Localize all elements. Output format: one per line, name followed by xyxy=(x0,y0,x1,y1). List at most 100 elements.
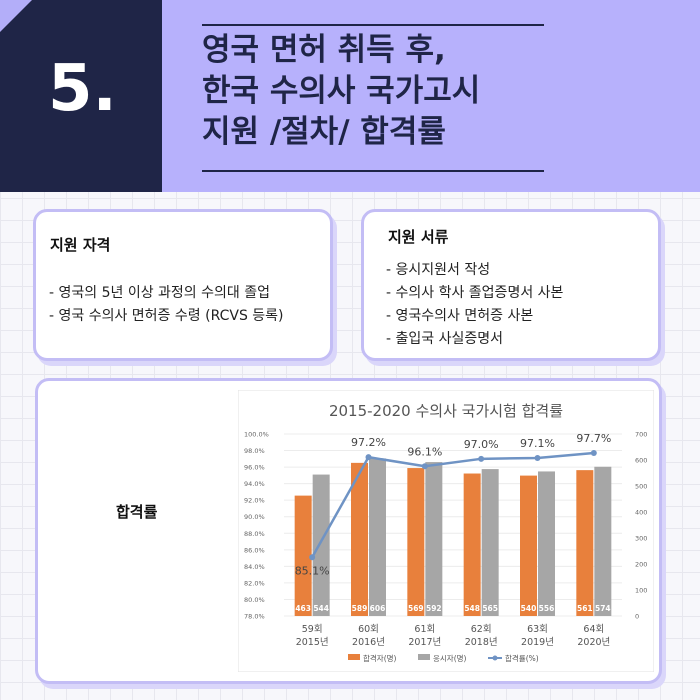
bar-label-applicants: 544 xyxy=(313,604,329,613)
right-tick-label: 200 xyxy=(635,561,647,569)
right-tick-label: 300 xyxy=(635,535,647,543)
chart-title: 2015-2020 수의사 국가시험 합격률 xyxy=(329,402,563,420)
bar-passed xyxy=(520,475,537,616)
right-tick-label: 500 xyxy=(635,483,647,491)
bar-passed xyxy=(407,468,425,616)
legend-swatch xyxy=(348,654,360,660)
section-number-box: 5. xyxy=(0,0,162,192)
legend-label: 응시자(명) xyxy=(433,653,467,663)
title-line-2: 한국 수의사 국가고시 xyxy=(202,73,481,109)
pass-rate-label: 97.7% xyxy=(576,432,611,445)
bar-passed xyxy=(294,495,312,616)
list-item: - 영국수의사 면허증 사본 xyxy=(386,308,534,324)
bar-label-applicants: 565 xyxy=(482,604,498,613)
legend-label: 합격자(명) xyxy=(363,653,397,663)
right-tick-label: 600 xyxy=(635,457,647,465)
right-tick-label: 100 xyxy=(635,587,647,595)
category-label: 61회 xyxy=(414,624,435,635)
left-tick-label: 82.0% xyxy=(244,579,265,587)
bar-passed xyxy=(463,473,481,616)
category-year-label: 2020년 xyxy=(577,637,610,648)
bar-applicants xyxy=(369,458,386,616)
category-label: 63회 xyxy=(527,624,548,635)
left-tick-label: 84.0% xyxy=(244,563,265,571)
pass-rate-point xyxy=(309,554,316,561)
left-tick-label: 80.0% xyxy=(244,596,265,604)
right-tick-label: 400 xyxy=(635,509,647,517)
list-item: - 수의사 학사 졸업증명서 사본 xyxy=(386,285,564,301)
title-line-3: 지원 /절차/ 합격률 xyxy=(202,114,446,150)
left-tick-label: 96.0% xyxy=(244,464,265,472)
bar-passed xyxy=(576,470,594,616)
pass-rate-label: 97.0% xyxy=(464,438,499,451)
pass-rate-label: 97.1% xyxy=(520,437,555,450)
category-year-label: 2019년 xyxy=(521,637,554,648)
right-tick-label: 700 xyxy=(635,431,647,439)
bar-label-passed: 569 xyxy=(408,604,424,613)
header: 5. 영국 면허 취득 후, 한국 수의사 국가고시 지원 /절차/ 합격률 xyxy=(0,0,700,192)
category-year-label: 2018년 xyxy=(465,637,498,648)
bar-label-applicants: 592 xyxy=(426,604,442,613)
bar-applicants xyxy=(481,469,499,616)
category-label: 64회 xyxy=(583,624,604,635)
pass-rate-point xyxy=(534,454,541,461)
title-rule-bottom xyxy=(202,170,544,172)
left-tick-label: 88.0% xyxy=(244,530,265,538)
category-label: 59회 xyxy=(302,624,323,635)
bar-label-passed: 589 xyxy=(352,604,368,613)
bar-passed xyxy=(351,462,368,616)
page-title: 영국 면허 취득 후, 한국 수의사 국가고시 지원 /절차/ 합격률 xyxy=(202,30,480,153)
title-box: 영국 면허 취득 후, 한국 수의사 국가고시 지원 /절차/ 합격률 xyxy=(162,0,700,192)
bar-label-applicants: 574 xyxy=(595,604,611,613)
bar-label-passed: 548 xyxy=(464,604,480,613)
pass-rate-label: 97.2% xyxy=(351,436,386,449)
title-rule-top xyxy=(202,24,544,26)
bar-label-passed: 540 xyxy=(521,604,537,613)
bar-label-applicants: 556 xyxy=(539,604,555,613)
corner-triangle xyxy=(0,0,32,32)
category-year-label: 2015년 xyxy=(296,637,329,648)
list-item: - 영국의 5년 이상 과정의 수의대 졸업 xyxy=(49,285,270,301)
legend-label: 합격률(%) xyxy=(505,653,539,663)
section-number: 5. xyxy=(48,52,117,126)
left-tick-label: 94.0% xyxy=(244,480,265,488)
list-item: - 응시지원서 작성 xyxy=(386,262,491,278)
left-tick-label: 100.0% xyxy=(244,431,269,439)
list-item: - 영국 수의사 면허증 수령 (RCVS 등록) xyxy=(49,308,284,324)
pass-rate-point xyxy=(421,463,428,470)
pass-rate-point xyxy=(478,455,485,462)
documents-list: - 응시지원서 작성 - 수의사 학사 졸업증명서 사본 - 영국수의사 면허증… xyxy=(386,259,563,351)
legend-swatch-marker xyxy=(492,655,498,661)
bar-applicants xyxy=(594,466,612,616)
qualification-title: 지원 자격 xyxy=(50,236,111,254)
left-tick-label: 90.0% xyxy=(244,513,265,521)
pass-rate-line xyxy=(311,451,594,558)
bar-label-passed: 561 xyxy=(577,604,593,613)
documents-card: 지원 서류 - 응시지원서 작성 - 수의사 학사 졸업증명서 사본 - 영국수… xyxy=(361,209,661,361)
left-tick-label: 92.0% xyxy=(244,497,265,505)
right-tick-label: 0 xyxy=(635,613,639,621)
pass-rate-label: 합격률 xyxy=(116,503,158,521)
category-year-label: 2016년 xyxy=(352,637,385,648)
pass-rate-card: 합격률 2015-2020 수의사 국가시험 합격률 100.0% 98.0% 96… xyxy=(35,378,662,684)
bar-label-applicants: 606 xyxy=(370,604,386,613)
pass-rate-label: 96.1% xyxy=(407,445,442,458)
pass-rate-point xyxy=(590,450,597,457)
bar-applicants xyxy=(312,474,330,616)
left-tick-label: 98.0% xyxy=(244,447,265,455)
legend-swatch xyxy=(418,654,430,660)
documents-title: 지원 서류 xyxy=(388,228,449,246)
left-tick-label: 78.0% xyxy=(244,613,265,621)
qualification-list: - 영국의 5년 이상 과정의 수의대 졸업 - 영국 수의사 면허증 수령 (… xyxy=(49,282,284,328)
bar-applicants xyxy=(538,471,555,616)
list-item: - 출입국 사실증명서 xyxy=(386,331,503,347)
pass-rate-chart: 2015-2020 수의사 국가시험 합격률 100.0% 98.0% 96.0% 9… xyxy=(238,390,654,672)
category-label: 60회 xyxy=(358,624,379,635)
pass-rate-label: 85.1% xyxy=(295,564,330,577)
title-line-1: 영국 면허 취득 후, xyxy=(202,32,446,68)
bar-applicants xyxy=(425,462,443,616)
bar-label-passed: 463 xyxy=(295,604,311,613)
category-year-label: 2017년 xyxy=(408,637,441,648)
qualification-card: 지원 자격 - 영국의 5년 이상 과정의 수의대 졸업 - 영국 수의사 면허… xyxy=(33,209,333,361)
left-tick-label: 86.0% xyxy=(244,546,265,554)
